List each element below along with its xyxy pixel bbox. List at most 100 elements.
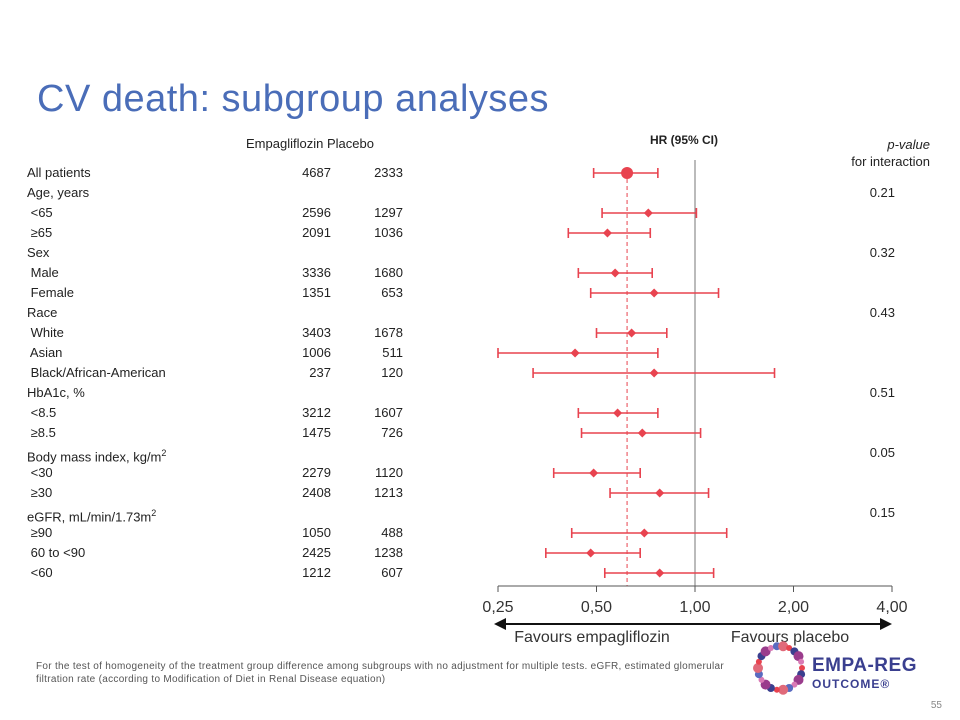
header-hr: HR (95% CI) bbox=[650, 133, 719, 147]
table-row: <8.5 3212 1607 bbox=[27, 403, 907, 423]
table-row: Asian 1006 511 bbox=[27, 343, 907, 363]
logo-dot bbox=[799, 665, 805, 671]
row-placebo-n: 1607 bbox=[374, 405, 403, 420]
hr-point bbox=[655, 488, 665, 498]
row-placebo-n: 1238 bbox=[374, 545, 403, 560]
row-empagliflozin-n: 2279 bbox=[302, 465, 331, 480]
arrow-right-icon bbox=[880, 618, 892, 630]
table-row: 60 to <90 2425 1238 bbox=[27, 543, 907, 563]
row-placebo-n: 120 bbox=[381, 365, 403, 380]
table-row: eGFR, mL/min/1.73m2 0.15 bbox=[27, 503, 907, 524]
x-tick-label: 1,00 bbox=[679, 599, 710, 616]
row-placebo-n: 1036 bbox=[374, 225, 403, 240]
hr-point bbox=[649, 288, 659, 298]
row-placebo-n: 1297 bbox=[374, 205, 403, 220]
row-label: HbA1c, % bbox=[27, 385, 85, 400]
logo-dot bbox=[758, 676, 765, 683]
table-row: <60 1212 607 bbox=[27, 563, 907, 583]
x-tick-label: 0,25 bbox=[482, 599, 513, 616]
logo-text-line2: OUTCOME® bbox=[812, 677, 891, 691]
row-pvalue: 0.21 bbox=[869, 185, 895, 200]
row-empagliflozin-n: 237 bbox=[309, 365, 331, 380]
table-row: Body mass index, kg/m2 0.05 bbox=[27, 443, 907, 464]
table-row: <65 2596 1297 bbox=[27, 203, 907, 223]
logo-dot bbox=[778, 641, 789, 652]
header-placebo: Placebo bbox=[326, 136, 374, 151]
x-tick-label: 4,00 bbox=[876, 599, 907, 616]
logo-mark-icon bbox=[753, 641, 806, 695]
table-row: White 3403 1678 bbox=[27, 323, 907, 343]
table-row: Male 3336 1680 bbox=[27, 263, 907, 283]
row-empagliflozin-n: 3403 bbox=[302, 325, 331, 340]
hr-point bbox=[610, 268, 620, 278]
hr-point bbox=[570, 348, 580, 358]
row-label: <60 bbox=[27, 565, 53, 580]
table-row: Female 1351 653 bbox=[27, 283, 907, 303]
row-label: ≥8.5 bbox=[27, 425, 56, 440]
empa-reg-logo: EMPA-REG OUTCOME® bbox=[752, 637, 952, 699]
row-pvalue: 0.05 bbox=[869, 445, 895, 460]
x-tick-label: 0,50 bbox=[581, 599, 612, 616]
table-row: <30 2279 1120 bbox=[27, 463, 907, 483]
hr-point bbox=[627, 328, 637, 338]
page-number: 55 bbox=[930, 700, 942, 711]
footnote: For the test of homogeneity of the treat… bbox=[36, 661, 725, 685]
row-empagliflozin-n: 1050 bbox=[302, 525, 331, 540]
hr-point bbox=[602, 228, 612, 238]
overall-hr-point bbox=[621, 167, 634, 179]
row-label: eGFR, mL/min/1.73m2 bbox=[27, 508, 157, 525]
row-empagliflozin-n: 4687 bbox=[302, 165, 331, 180]
row-label: <8.5 bbox=[27, 405, 57, 420]
row-placebo-n: 1213 bbox=[374, 485, 403, 500]
row-placebo-n: 2333 bbox=[374, 165, 403, 180]
header-pvalue-line2: for interaction bbox=[851, 154, 930, 169]
row-label: Race bbox=[27, 305, 58, 320]
logo-dot bbox=[753, 663, 763, 673]
row-empagliflozin-n: 2408 bbox=[302, 485, 331, 500]
row-placebo-n: 511 bbox=[382, 345, 403, 360]
row-placebo-n: 1678 bbox=[374, 325, 403, 340]
row-label: Black/African-American bbox=[27, 365, 166, 380]
row-empagliflozin-n: 1475 bbox=[302, 425, 331, 440]
page-title: CV death: subgroup analyses bbox=[37, 78, 550, 120]
hr-point bbox=[643, 208, 653, 218]
row-empagliflozin-n: 2425 bbox=[302, 545, 331, 560]
row-empagliflozin-n: 3336 bbox=[302, 265, 331, 280]
logo-dot bbox=[778, 684, 789, 695]
row-placebo-n: 1680 bbox=[374, 265, 403, 280]
row-label: ≥90 bbox=[27, 525, 53, 540]
row-label: Female bbox=[27, 285, 74, 300]
row-empagliflozin-n: 2596 bbox=[302, 205, 331, 220]
row-label: <65 bbox=[27, 205, 53, 220]
row-label: Male bbox=[27, 265, 59, 280]
row-label: All patients bbox=[27, 165, 91, 180]
row-placebo-n: 726 bbox=[381, 425, 403, 440]
row-empagliflozin-n: 1212 bbox=[302, 565, 331, 580]
logo-dot bbox=[767, 644, 774, 651]
hr-point bbox=[639, 528, 649, 538]
row-label: <30 bbox=[27, 465, 53, 480]
logo-dot bbox=[791, 681, 798, 688]
logo-dot bbox=[793, 651, 804, 662]
hr-point bbox=[649, 368, 659, 378]
row-placebo-n: 1120 bbox=[375, 465, 403, 480]
logo-dot bbox=[773, 686, 780, 693]
row-label: 60 to <90 bbox=[27, 545, 86, 560]
hr-point bbox=[589, 468, 599, 478]
row-pvalue: 0.15 bbox=[869, 505, 895, 520]
row-empagliflozin-n: 2091 bbox=[302, 225, 331, 240]
row-label: ≥65 bbox=[27, 225, 53, 240]
row-pvalue: 0.43 bbox=[869, 305, 895, 320]
row-placebo-n: 653 bbox=[381, 285, 403, 300]
logo-text-line1: EMPA-REG bbox=[812, 655, 917, 676]
favours-right-label: Favours placebo bbox=[731, 629, 849, 646]
row-empagliflozin-n: 1351 bbox=[302, 285, 331, 300]
table-row: ≥30 2408 1213 bbox=[27, 483, 907, 503]
logo-dot bbox=[755, 658, 762, 665]
row-pvalue: 0.32 bbox=[869, 245, 895, 260]
row-label: Age, years bbox=[27, 185, 90, 200]
arrow-left-icon bbox=[494, 618, 506, 630]
table-row: Black/African-American 237 120 bbox=[27, 363, 907, 383]
hr-point bbox=[637, 428, 647, 438]
